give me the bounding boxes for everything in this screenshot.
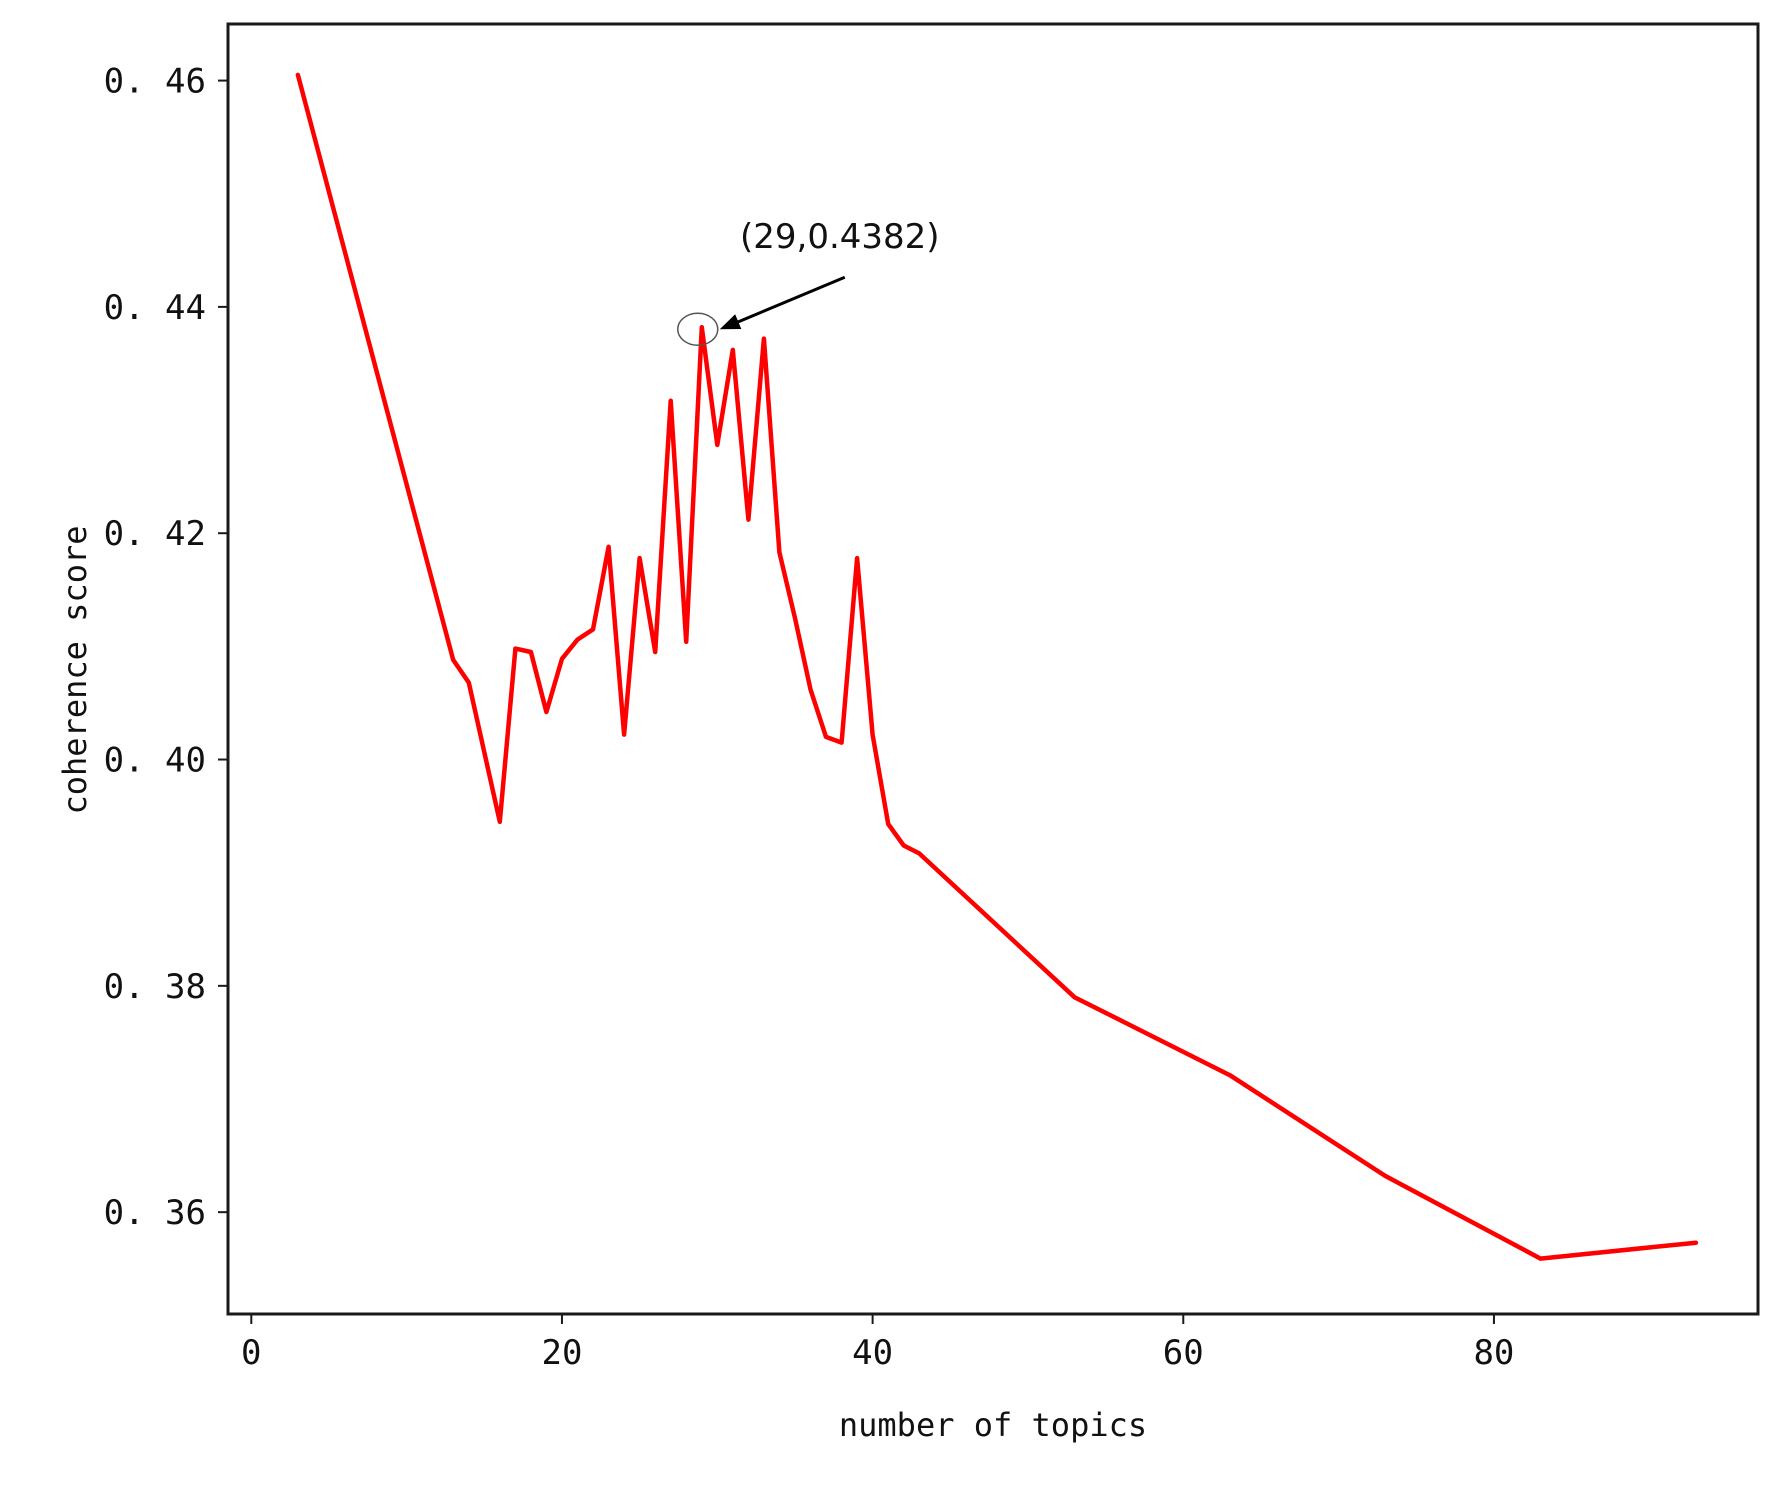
x-tick-label: 60	[1163, 1333, 1204, 1373]
peak-marker-circle	[677, 312, 719, 347]
x-axis-title: number of topics	[839, 1406, 1147, 1444]
y-axis-ticks: 0. 36 0. 38 0. 40 0. 42 0. 44 0. 46	[104, 62, 228, 1233]
x-axis-ticks: 0 20 40 60 80	[241, 1314, 1514, 1373]
y-tick-label: 0. 42	[104, 514, 206, 554]
x-tick-label: 80	[1473, 1333, 1514, 1373]
x-tick-label: 0	[241, 1333, 261, 1373]
peak-annotation: (29,0.4382)	[677, 217, 940, 347]
y-axis-title: coherence score	[56, 526, 94, 815]
y-tick-label: 0. 40	[104, 741, 206, 781]
x-tick-label: 20	[541, 1333, 582, 1373]
y-tick-label: 0. 36	[104, 1193, 206, 1233]
peak-arrow	[727, 275, 846, 328]
y-tick-label: 0. 44	[104, 288, 206, 328]
y-tick-label: 0. 46	[104, 62, 206, 102]
coherence-series-line	[295, 72, 1699, 1261]
x-tick-label: 40	[852, 1333, 893, 1373]
y-tick-label: 0. 38	[104, 967, 206, 1007]
peak-annotation-label: (29,0.4382)	[740, 217, 940, 257]
peak-arrow-head	[719, 314, 742, 330]
plot-frame	[226, 22, 1760, 1316]
